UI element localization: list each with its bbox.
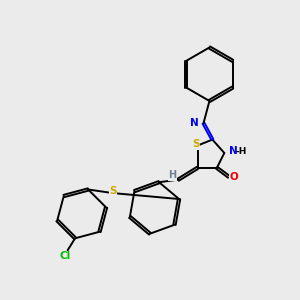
- Text: S: S: [192, 139, 200, 149]
- Text: H: H: [168, 170, 176, 180]
- Text: N: N: [229, 146, 238, 157]
- Text: -H: -H: [236, 147, 247, 156]
- Text: Cl: Cl: [59, 251, 70, 261]
- Text: S: S: [109, 186, 117, 196]
- Text: O: O: [230, 172, 239, 182]
- Text: N: N: [190, 118, 199, 128]
